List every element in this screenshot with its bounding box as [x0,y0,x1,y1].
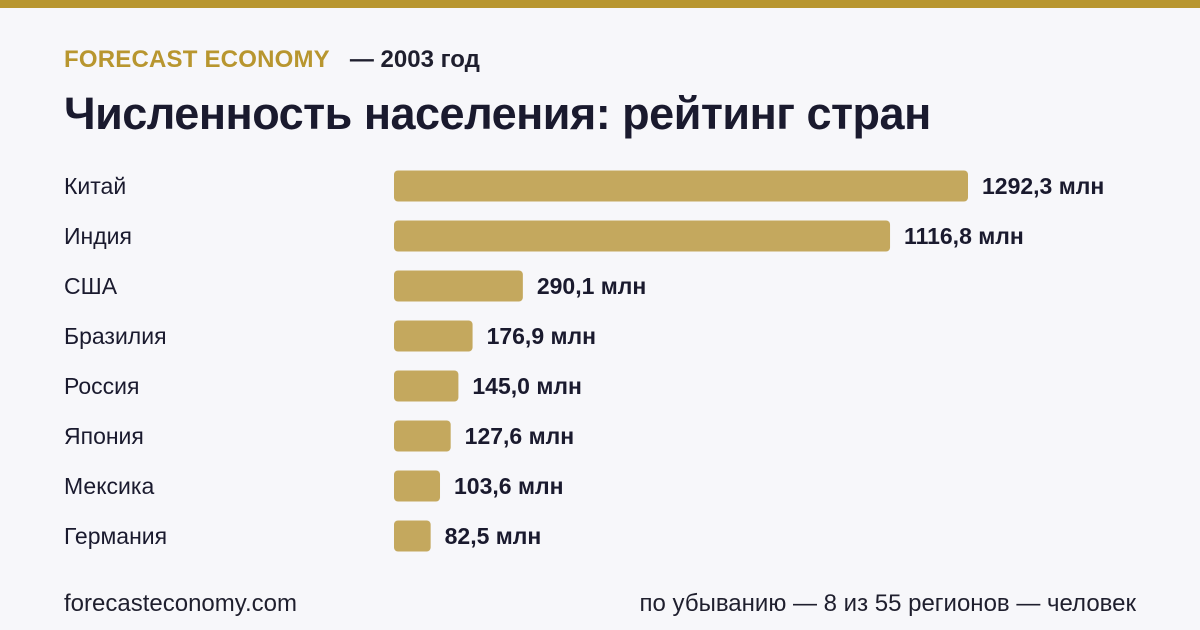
bar [394,370,459,402]
value-label: 176,9 млн [487,323,596,349]
bar [394,470,441,502]
top-accent-bar [0,0,1200,8]
category-label: Индия [64,223,132,249]
bar [394,520,431,552]
footer-note: по убыванию — 8 из 55 регионов — человек [639,590,1136,617]
category-label: Россия [64,373,139,399]
category-label: США [64,273,118,299]
category-label: Бразилия [64,323,167,349]
brand-name: FORECAST ECONOMY [64,46,330,73]
chart-title: Численность населения: рейтинг стран [64,88,931,139]
category-label: Мексика [64,473,154,499]
bar [394,220,891,252]
value-label: 1116,8 млн [904,223,1024,249]
value-label: 145,0 млн [472,373,581,399]
category-label: Германия [64,523,167,549]
bar [394,420,451,452]
category-label: Япония [64,423,144,449]
footer-site[interactable]: forecasteconomy.com [64,590,297,617]
value-label: 1292,3 млн [982,173,1104,199]
year-label: — 2003 год [349,46,480,73]
value-label: 103,6 млн [454,473,563,499]
value-label: 290,1 млн [537,273,646,299]
bar [394,270,523,302]
value-label: 82,5 млн [445,523,542,549]
value-label: 127,6 млн [465,423,574,449]
header: FORECAST ECONOMY — 2003 год [64,46,480,74]
category-label: Китай [64,173,126,199]
bar [394,320,473,352]
bar [394,170,968,202]
